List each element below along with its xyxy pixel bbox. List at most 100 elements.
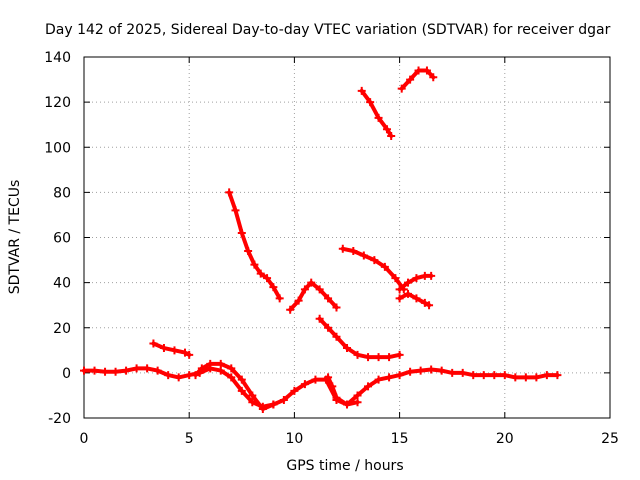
data-point — [364, 353, 373, 362]
data-point — [111, 367, 120, 376]
data-point — [458, 368, 467, 377]
data-point — [275, 294, 284, 303]
data-point — [80, 366, 88, 375]
data-point — [185, 350, 194, 359]
data-point — [406, 75, 415, 84]
data-point — [227, 364, 236, 373]
data-point — [364, 382, 373, 391]
series-track-g — [340, 246, 406, 292]
data-point — [248, 398, 257, 407]
y-tick-label: 40 — [53, 276, 71, 292]
data-point — [366, 98, 375, 107]
data-point — [395, 285, 404, 294]
data-point — [269, 283, 278, 292]
y-tick-labels: -20 0 20 40 60 80 100 120 140 — [44, 50, 71, 427]
data-point — [353, 391, 362, 400]
data-point — [197, 364, 206, 373]
data-point — [324, 323, 333, 332]
data-point — [479, 371, 488, 380]
data-point — [324, 373, 333, 382]
data-point — [263, 274, 272, 283]
data-point — [244, 247, 253, 256]
series-track-e — [317, 316, 402, 360]
data-point — [521, 373, 530, 382]
y-axis-label: SDTVAR / TECUs — [7, 180, 23, 295]
ticks — [83, 56, 611, 419]
plot-frame — [83, 56, 611, 419]
data-point — [374, 353, 383, 362]
data-point — [328, 382, 337, 391]
data-point — [191, 371, 200, 380]
data-point — [258, 404, 267, 413]
data-point — [542, 371, 551, 380]
data-point — [374, 113, 383, 122]
data-point — [237, 228, 246, 237]
chart-title: Day 142 of 2025, Sidereal Day-to-day VTE… — [45, 22, 611, 38]
data-point — [174, 373, 183, 382]
data-point — [422, 66, 431, 75]
x-tick-label: 10 — [285, 431, 303, 447]
data-point — [332, 332, 341, 341]
data-point — [290, 386, 299, 395]
data-point — [279, 395, 288, 404]
data-point — [404, 278, 413, 287]
data-point — [448, 368, 457, 377]
grid — [84, 57, 610, 418]
data-point — [231, 206, 240, 215]
data-point — [143, 364, 152, 373]
data-point — [382, 125, 391, 134]
data-point — [437, 366, 446, 375]
data-point — [425, 301, 434, 310]
data-point — [256, 269, 265, 278]
data-point — [406, 367, 415, 376]
data-point — [370, 256, 379, 265]
data-point — [385, 353, 394, 362]
data-point — [387, 131, 396, 140]
data-point — [412, 274, 421, 283]
data-point — [159, 344, 168, 353]
data-point — [343, 344, 351, 353]
data-point — [469, 371, 478, 380]
series-track-d — [288, 280, 339, 312]
data-point — [414, 66, 423, 75]
data-point — [332, 303, 341, 312]
data-point — [385, 373, 394, 382]
data-point — [338, 244, 347, 253]
data-point — [237, 386, 246, 395]
data-point — [357, 86, 366, 95]
data-point — [353, 350, 362, 359]
y-tick-label: 0 — [62, 366, 71, 382]
y-tick-label: 80 — [53, 185, 71, 201]
data-point — [180, 348, 189, 357]
data-point — [404, 289, 413, 298]
data-point — [269, 400, 278, 409]
data-point — [416, 366, 425, 375]
data-point — [170, 346, 179, 355]
data-point — [395, 371, 404, 380]
data-point — [315, 285, 324, 294]
data-point — [216, 366, 225, 375]
y-tick-label: -20 — [48, 411, 71, 427]
series-group — [80, 66, 562, 413]
x-tick-label: 0 — [80, 431, 89, 447]
data-point — [250, 260, 259, 269]
data-point — [315, 314, 324, 323]
data-point — [429, 73, 438, 82]
data-point — [122, 366, 131, 375]
data-point — [216, 359, 225, 368]
data-point — [164, 371, 173, 380]
data-point — [153, 366, 162, 375]
data-point — [395, 294, 404, 303]
data-point — [286, 305, 295, 314]
data-point — [490, 371, 499, 380]
data-point — [307, 278, 316, 287]
x-tick-label: 15 — [391, 431, 409, 447]
data-point — [500, 371, 509, 380]
data-point — [395, 350, 404, 359]
data-point — [427, 271, 436, 280]
data-point — [511, 373, 520, 382]
y-tick-label: 60 — [53, 231, 71, 247]
y-tick-label: 20 — [53, 321, 71, 337]
x-tick-labels: 0 5 10 15 20 25 — [80, 431, 619, 447]
